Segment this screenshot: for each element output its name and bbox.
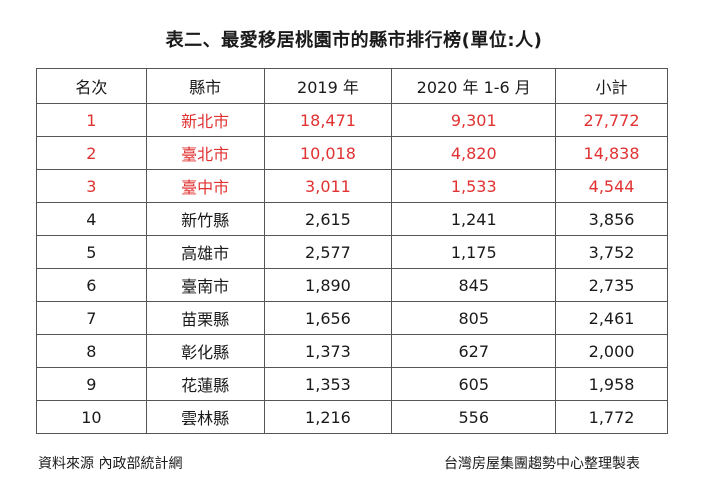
subtotal-cell: 3,752 [555, 235, 668, 269]
subtotal-cell: 2,735 [555, 268, 668, 302]
rank-cell: 1 [36, 103, 147, 137]
value-2020-cell: 605 [391, 367, 557, 401]
value-2019-cell: 2,577 [263, 235, 393, 269]
city-cell: 新竹縣 [145, 202, 265, 236]
data-source-note: 資料來源 內政部統計網 [38, 456, 183, 472]
table-row: 2 臺北市 10,018 4,820 14,838 [36, 136, 668, 170]
table-row: 5 高雄市 2,577 1,175 3,752 [36, 235, 668, 269]
table-title: 表二、最愛移居桃園市的縣市排行榜(單位:人) [165, 30, 543, 51]
subtotal-cell: 1,772 [555, 400, 668, 434]
value-2019-cell: 18,471 [263, 103, 393, 137]
city-cell: 高雄市 [145, 235, 265, 269]
header-rank: 名次 [36, 68, 147, 104]
subtotal-cell: 1,958 [555, 367, 668, 401]
ranking-table: 名次 縣市 2019 年 2020 年 1-6 月 小計 1 新北市 18,47… [36, 68, 668, 434]
city-cell: 苗栗縣 [145, 301, 265, 335]
rank-cell: 10 [36, 400, 147, 434]
value-2019-cell: 3,011 [263, 169, 393, 203]
city-cell: 花蓮縣 [145, 367, 265, 401]
value-2020-cell: 1,533 [391, 169, 557, 203]
table-row: 7 苗栗縣 1,656 805 2,461 [36, 301, 668, 335]
subtotal-cell: 4,544 [555, 169, 668, 203]
rank-cell: 4 [36, 202, 147, 236]
table-row: 9 花蓮縣 1,353 605 1,958 [36, 367, 668, 401]
value-2019-cell: 1,656 [263, 301, 393, 335]
credit-note: 台灣房屋集團趨勢中心整理製表 [444, 456, 640, 472]
table-row: 10 雲林縣 1,216 556 1,772 [36, 400, 668, 434]
subtotal-cell: 2,461 [555, 301, 668, 335]
value-2019-cell: 1,373 [263, 334, 393, 368]
city-cell: 臺南市 [145, 268, 265, 302]
rank-cell: 2 [36, 136, 147, 170]
value-2020-cell: 805 [391, 301, 557, 335]
header-2019: 2019 年 [263, 68, 393, 104]
rank-cell: 6 [36, 268, 147, 302]
subtotal-cell: 2,000 [555, 334, 668, 368]
value-2019-cell: 1,216 [263, 400, 393, 434]
city-cell: 臺中市 [145, 169, 265, 203]
value-2020-cell: 556 [391, 400, 557, 434]
table-row: 6 臺南市 1,890 845 2,735 [36, 268, 668, 302]
subtotal-cell: 14,838 [555, 136, 668, 170]
table-row: 4 新竹縣 2,615 1,241 3,856 [36, 202, 668, 236]
rank-cell: 3 [36, 169, 147, 203]
city-cell: 彰化縣 [145, 334, 265, 368]
header-row: 名次 縣市 2019 年 2020 年 1-6 月 小計 [36, 68, 668, 104]
rank-cell: 9 [36, 367, 147, 401]
city-cell: 臺北市 [145, 136, 265, 170]
rank-cell: 5 [36, 235, 147, 269]
value-2019-cell: 1,890 [263, 268, 393, 302]
value-2019-cell: 2,615 [263, 202, 393, 236]
rank-cell: 8 [36, 334, 147, 368]
value-2020-cell: 4,820 [391, 136, 557, 170]
value-2019-cell: 1,353 [263, 367, 393, 401]
subtotal-cell: 27,772 [555, 103, 668, 137]
table-row: 8 彰化縣 1,373 627 2,000 [36, 334, 668, 368]
table-row: 1 新北市 18,471 9,301 27,772 [36, 103, 668, 137]
header-2020-h1: 2020 年 1-6 月 [391, 68, 557, 104]
value-2020-cell: 845 [391, 268, 557, 302]
city-cell: 新北市 [145, 103, 265, 137]
value-2020-cell: 1,175 [391, 235, 557, 269]
header-city: 縣市 [145, 68, 265, 104]
header-subtotal: 小計 [555, 68, 668, 104]
value-2019-cell: 10,018 [263, 136, 393, 170]
value-2020-cell: 9,301 [391, 103, 557, 137]
rank-cell: 7 [36, 301, 147, 335]
value-2020-cell: 627 [391, 334, 557, 368]
value-2020-cell: 1,241 [391, 202, 557, 236]
city-cell: 雲林縣 [145, 400, 265, 434]
subtotal-cell: 3,856 [555, 202, 668, 236]
table-row: 3 臺中市 3,011 1,533 4,544 [36, 169, 668, 203]
